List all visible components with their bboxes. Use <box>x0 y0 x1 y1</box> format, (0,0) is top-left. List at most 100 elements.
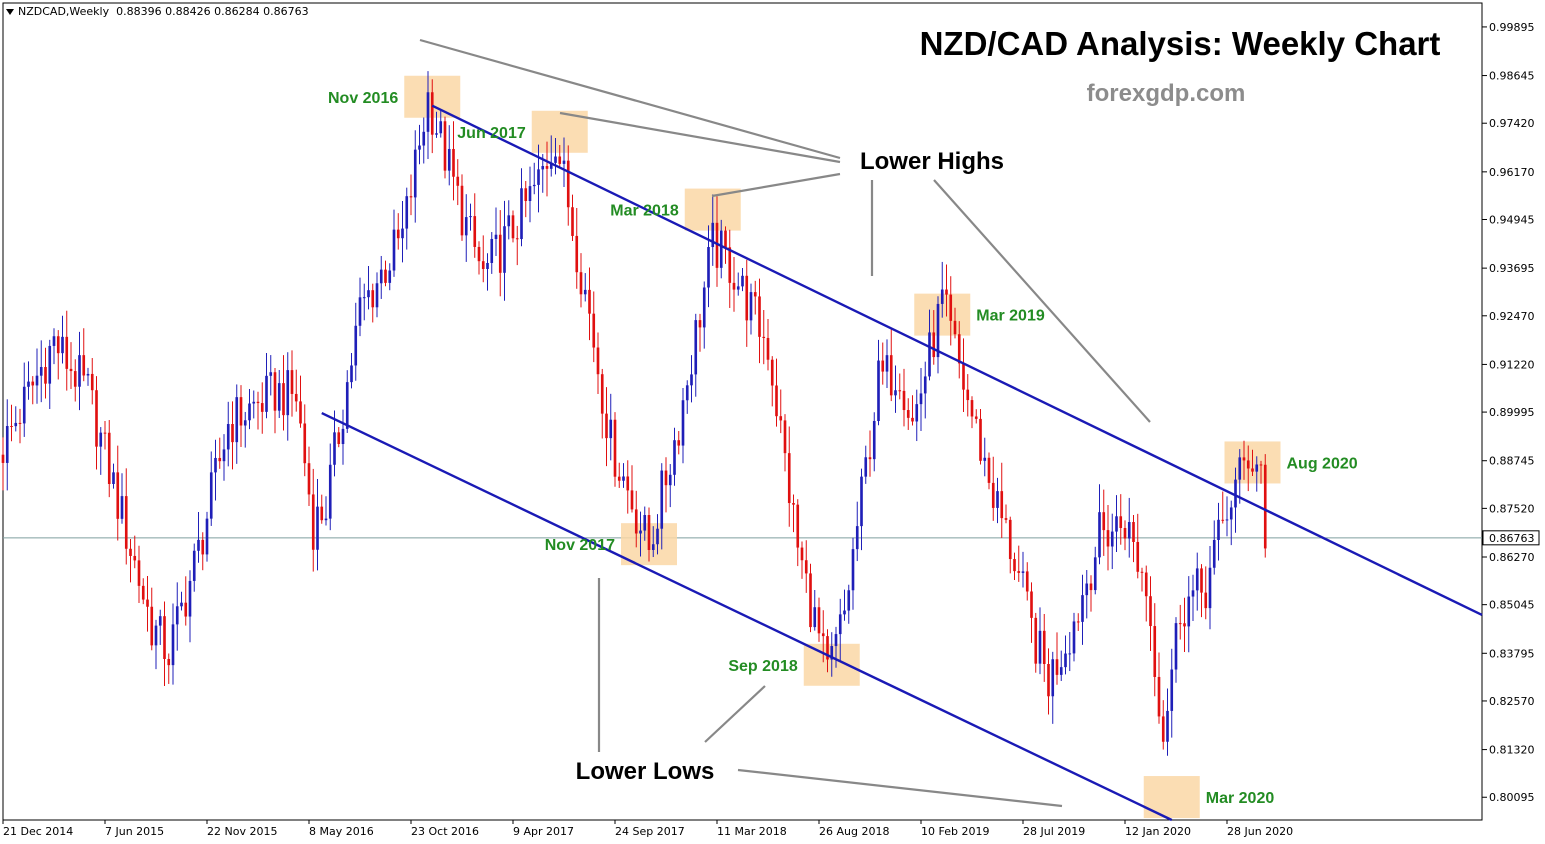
candle-body <box>86 373 90 376</box>
candle-body <box>73 371 77 387</box>
candle-body <box>885 355 889 372</box>
candle-body <box>354 325 358 366</box>
candle-body <box>1098 512 1101 558</box>
candle-body <box>5 426 9 463</box>
candle-body <box>651 544 655 550</box>
candle-body <box>796 504 800 548</box>
candle-body <box>974 416 978 419</box>
candle-body <box>694 320 698 375</box>
candle-body <box>175 606 179 625</box>
candle-body <box>367 290 370 298</box>
candle-body <box>792 503 795 505</box>
candle-body <box>962 363 965 390</box>
candle-body <box>1149 596 1152 627</box>
connector-line <box>419 38 841 160</box>
y-tick-label: 0.89995 <box>1489 406 1535 419</box>
x-tick-label: 23 Oct 2016 <box>411 825 479 838</box>
candle-body <box>99 432 103 447</box>
candle-body <box>596 347 600 375</box>
candle-body <box>677 440 681 446</box>
candle-body <box>299 401 302 424</box>
connector-line <box>559 111 841 164</box>
candle-body <box>248 403 251 421</box>
candle-body <box>39 367 43 376</box>
candle-body <box>481 261 485 269</box>
candle-body <box>18 422 22 424</box>
point-label: Mar 2019 <box>976 308 1045 325</box>
candle-body <box>1217 519 1220 540</box>
y-tick-label: 0.99895 <box>1489 21 1535 34</box>
candle-body <box>460 185 464 236</box>
x-tick-label: 28 Jun 2020 <box>1227 825 1293 838</box>
candle-body <box>1081 595 1084 622</box>
x-tick-label: 11 Mar 2018 <box>717 825 787 838</box>
candle-body <box>112 472 115 484</box>
candle-body <box>643 515 647 531</box>
candle-body <box>630 490 634 510</box>
candle-body <box>384 269 387 283</box>
candle-body <box>1208 567 1212 609</box>
candle-body <box>1017 571 1021 573</box>
candle-body <box>537 169 540 185</box>
candle-body <box>409 196 413 198</box>
candle-body <box>22 386 26 424</box>
y-tick-label: 0.88745 <box>1489 455 1535 468</box>
candle-body <box>996 491 999 508</box>
candle-body <box>65 336 69 369</box>
point-label: Sep 2018 <box>728 658 797 675</box>
connector-line <box>933 179 1151 423</box>
candle-body <box>1008 519 1012 560</box>
candle-body <box>698 320 702 328</box>
candle-body <box>966 389 970 401</box>
candle-body <box>707 247 710 288</box>
y-tick-label: 0.94945 <box>1489 214 1535 227</box>
y-tick-label: 0.91220 <box>1489 358 1535 371</box>
y-tick-label: 0.82570 <box>1489 695 1535 708</box>
candle-body <box>911 417 914 422</box>
lower-trendline <box>321 411 1173 822</box>
candle-body <box>405 196 409 229</box>
candle-body <box>940 289 944 304</box>
candle-body <box>430 92 434 135</box>
candle-body <box>906 410 910 418</box>
candle-body <box>668 474 672 486</box>
dropdown-triangle-icon[interactable] <box>6 9 14 15</box>
candle-body <box>426 92 430 132</box>
y-tick-label: 0.80095 <box>1489 791 1535 804</box>
candle-body <box>881 360 885 372</box>
candle-body <box>528 186 532 202</box>
candle-body <box>813 607 817 628</box>
candle-body <box>498 234 502 273</box>
candle-body <box>877 360 880 422</box>
candle-body <box>103 432 107 434</box>
candle-body <box>477 246 481 262</box>
candle-body <box>27 381 30 387</box>
candle-body <box>724 230 727 248</box>
point-label: Jun 2017 <box>457 125 526 142</box>
candle-body <box>435 133 438 135</box>
candle-body <box>201 539 205 555</box>
annotations: Lower Highs Lower Lows <box>419 38 1151 808</box>
candle-body <box>562 160 566 164</box>
candle-body <box>137 560 141 586</box>
current-price-box <box>1482 530 1540 546</box>
candle-body <box>647 515 651 550</box>
x-tick-label: 28 Jul 2019 <box>1023 825 1085 838</box>
candle-body <box>503 226 506 273</box>
candle-body <box>146 599 149 607</box>
y-tick-label: 0.81320 <box>1489 744 1535 757</box>
candle-body <box>1157 676 1161 717</box>
candle-body <box>673 440 676 475</box>
candle-body <box>31 381 35 386</box>
candle-body <box>341 428 345 445</box>
candle-body <box>209 472 213 519</box>
candle-body <box>290 370 294 394</box>
candle-body <box>855 526 859 550</box>
candle-body <box>770 359 774 386</box>
candle-body <box>634 509 638 534</box>
candle-body <box>936 303 940 358</box>
candle-body <box>294 393 298 402</box>
candle-body <box>1115 516 1118 532</box>
x-tick-label: 7 Jun 2015 <box>105 825 164 838</box>
